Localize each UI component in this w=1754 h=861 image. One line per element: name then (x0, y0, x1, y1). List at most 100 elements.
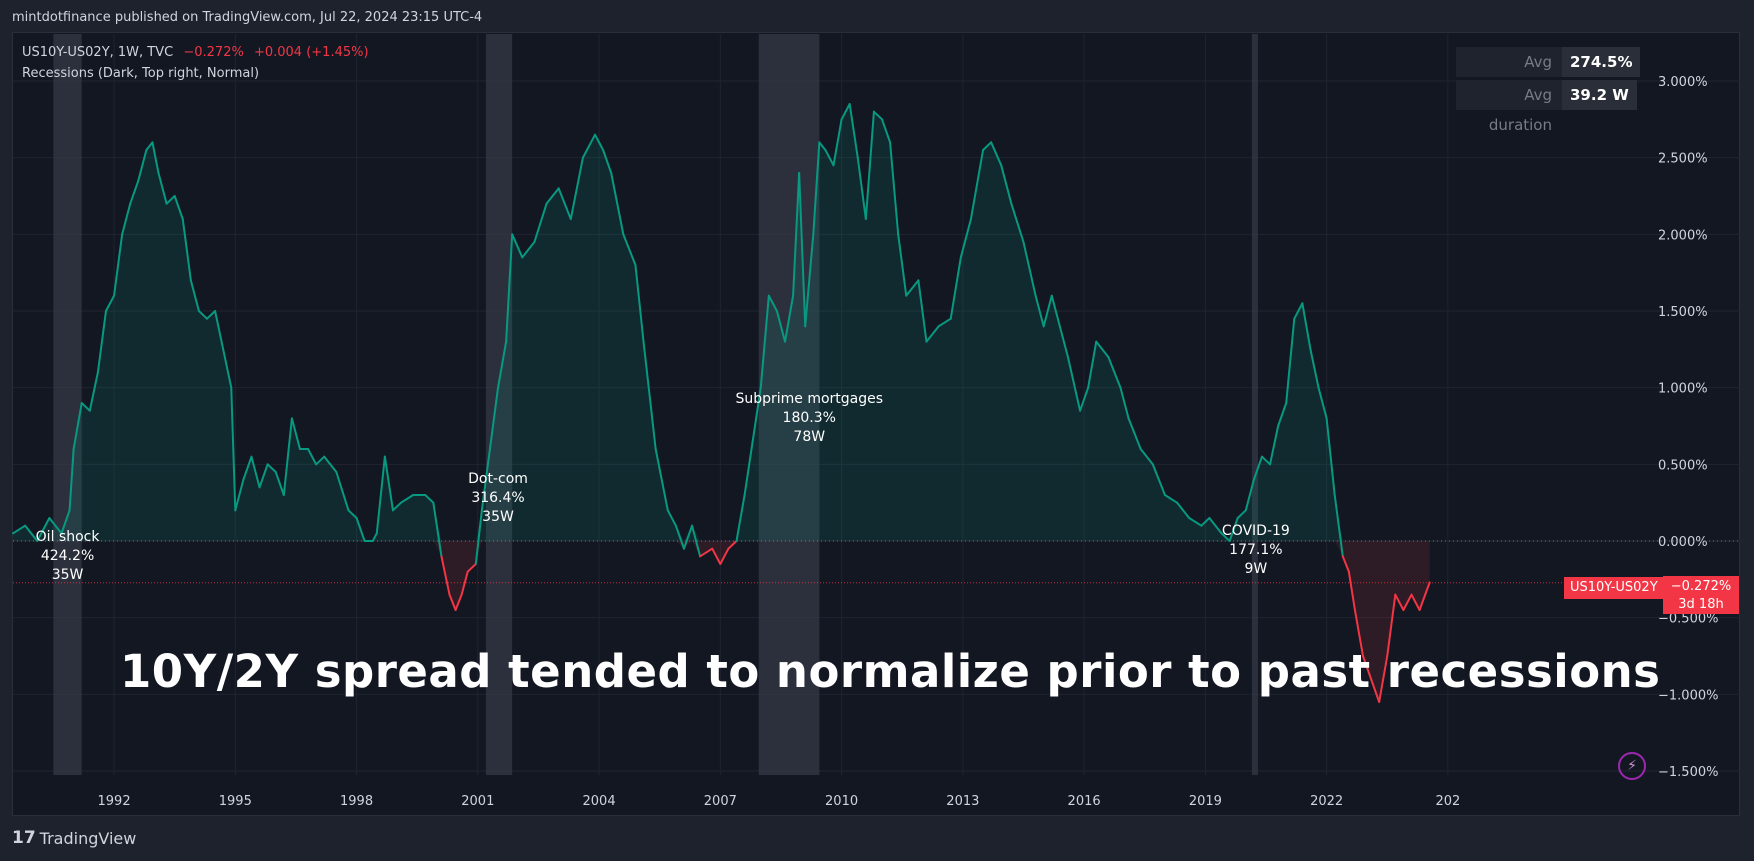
series-segment (864, 110, 875, 220)
series-segment (497, 340, 508, 389)
series-segment (96, 310, 107, 374)
series-segment (743, 440, 754, 496)
recession-label: Subprime mortgages 180.3% 78W (735, 390, 883, 447)
series-segment (1309, 348, 1320, 389)
series-segment (480, 448, 491, 512)
avg-duration-label: Avg duration (1456, 80, 1562, 134)
x-tick-label: 2013 (946, 794, 979, 809)
series-segment (1010, 202, 1025, 243)
publisher-caption: mintdotfinance published on TradingView.… (12, 10, 483, 25)
recession-label-name: Oil shock (35, 529, 100, 546)
series-segment (282, 417, 293, 496)
y-tick-label: 2.500% (1658, 152, 1708, 167)
recession-label-dur: 9W (1244, 561, 1268, 578)
series-segment (72, 402, 83, 450)
series-segment (391, 501, 403, 512)
recession-band (53, 34, 82, 775)
lightning-icon[interactable]: ⚡ (1618, 752, 1646, 780)
series-segment (727, 540, 738, 550)
series-segment (881, 118, 892, 144)
avg-correction-label: Avg correction (1456, 47, 1562, 101)
series-segment (792, 172, 801, 297)
symbol-legend[interactable]: US10Y-US02Y, 1W, TVC −0.272% +0.004 (+1.… (22, 45, 369, 60)
series-segment (1347, 570, 1356, 611)
series-segment (1370, 678, 1381, 703)
series-segment (691, 524, 702, 558)
series-segment (622, 233, 637, 266)
series-segment (1317, 386, 1328, 420)
series-segment (824, 149, 835, 167)
series-segment (88, 371, 99, 412)
series-segment (1285, 317, 1296, 404)
series-segment (1410, 593, 1421, 611)
brand-name: TradingView (39, 828, 137, 848)
series-segment (250, 455, 261, 489)
series-segment (1394, 593, 1405, 611)
series-segment (1127, 417, 1142, 450)
series-segment (1333, 494, 1344, 558)
series-segment (1244, 478, 1255, 512)
y-tick-label: −1.500% (1658, 765, 1718, 780)
series-segment (1353, 609, 1364, 657)
x-tick-label: 1992 (98, 794, 131, 809)
y-tick-label: 1.000% (1658, 382, 1708, 397)
series-segment (949, 256, 962, 320)
series-segment (1386, 593, 1397, 657)
x-tick-label: 2004 (583, 794, 616, 809)
series-segment (488, 386, 500, 450)
recession-label-pct: 177.1% (1229, 542, 1283, 559)
series-segment (1200, 517, 1211, 527)
series-segment (424, 494, 435, 504)
recession-label-name: COVID-19 (1221, 523, 1290, 540)
x-tick-label: 2022 (1310, 794, 1343, 809)
series-segment (533, 202, 548, 243)
series-segment (602, 149, 613, 174)
tradingview-brand[interactable]: 17 TradingView (12, 828, 136, 848)
price-tag-symbol: US10Y-US02Y (1564, 577, 1664, 599)
series-segment (230, 386, 237, 512)
series-segment (889, 141, 900, 236)
series-segment (258, 463, 269, 489)
series-segment (1000, 164, 1013, 205)
x-tick-label: 202 (1435, 794, 1460, 809)
series-segment (1163, 494, 1179, 504)
series-segment (214, 310, 225, 351)
series-segment (234, 478, 245, 512)
series-segment (1139, 448, 1154, 466)
indicator-legend[interactable]: Recessions (Dark, Top right, Normal) (22, 66, 260, 81)
series-segment (505, 233, 514, 343)
series-segment (1034, 294, 1045, 328)
series-segment (719, 547, 730, 565)
series-segment (1293, 302, 1304, 320)
y-tick-label: 1.500% (1658, 305, 1708, 320)
series-segment (674, 524, 685, 550)
chart-panel[interactable] (12, 32, 1740, 816)
series-segment (1151, 463, 1166, 496)
series-segment (990, 141, 1003, 167)
series-segment (48, 517, 63, 535)
series-segment (1236, 509, 1247, 519)
series-segment (1095, 340, 1110, 358)
series-segment (165, 195, 176, 205)
series-segment (1269, 425, 1280, 466)
series-segment (113, 233, 124, 297)
x-tick-label: 2001 (461, 794, 494, 809)
series-segment (1220, 532, 1231, 542)
series-segment (1058, 325, 1069, 358)
price-tag-countdown: 3d 18h (1678, 597, 1724, 612)
series-segment (1277, 402, 1288, 427)
recession-label: Oil shock 424.2% 35W (36, 528, 100, 585)
series-segment (937, 317, 952, 328)
series-segment (1107, 356, 1122, 389)
series-segment (68, 448, 75, 512)
series-segment (735, 494, 746, 542)
symbol-label[interactable]: US10Y-US02Y, 1W, TVC (22, 45, 174, 60)
series-segment (856, 156, 867, 220)
series-segment (145, 141, 154, 151)
series-segment (1188, 517, 1203, 527)
series-segment (197, 310, 209, 320)
series-segment (383, 455, 394, 512)
recession-label-pct: 180.3% (782, 410, 836, 427)
